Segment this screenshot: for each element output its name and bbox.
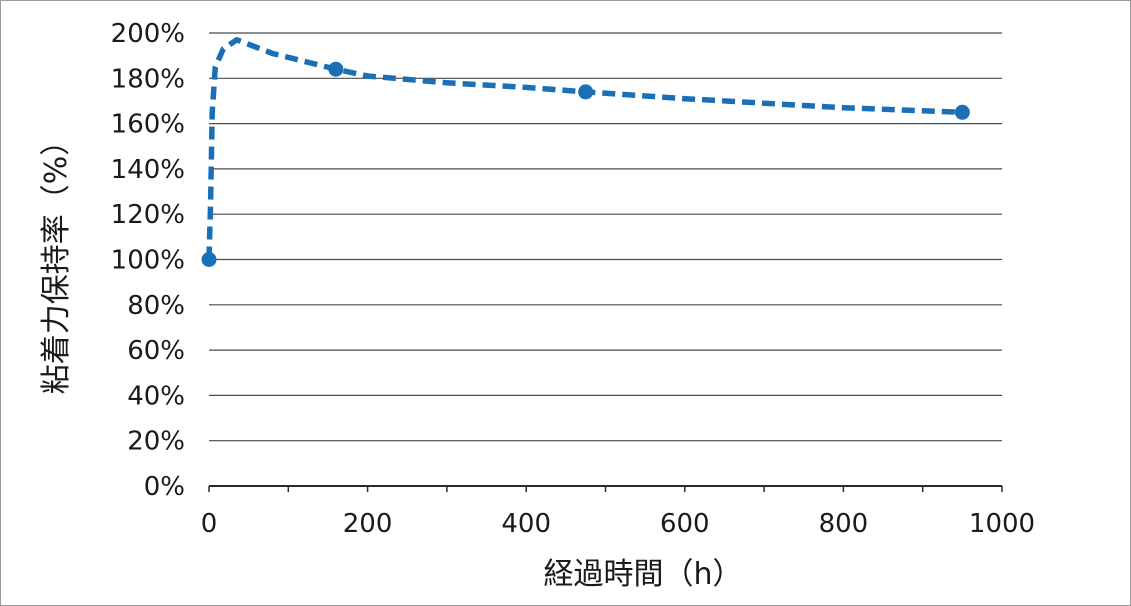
y-tick-label: 40% — [127, 381, 185, 411]
y-tick-label: 160% — [111, 110, 185, 140]
x-tick-label: 0 — [201, 509, 218, 539]
y-tick-label: 120% — [111, 200, 185, 230]
y-tick-label: 100% — [111, 246, 185, 276]
y-tick-label: 60% — [127, 336, 185, 366]
x-axis-title: 経過時間（h） — [543, 557, 742, 592]
y-tick-labels: 0% 20% 40% 60% 80% 100% 120% 140% 160% 180% 200% — [111, 19, 185, 502]
gridlines — [209, 32, 1002, 442]
x-tick-label: 600 — [660, 509, 710, 539]
y-tick-label: 180% — [111, 64, 185, 94]
x-tick-label: 1000 — [969, 509, 1035, 539]
data-point — [954, 104, 970, 120]
x-tick-label: 200 — [343, 509, 393, 539]
x-tick-label: 800 — [819, 509, 869, 539]
x-tick-labels: 0 200 400 600 800 1000 — [201, 509, 1035, 539]
x-tick-label: 400 — [501, 509, 551, 539]
y-tick-label: 140% — [111, 155, 185, 185]
series-line — [206, 37, 963, 260]
y-tick-label: 80% — [127, 291, 185, 321]
y-tick-label: 20% — [127, 427, 185, 457]
data-point — [201, 252, 217, 267]
y-tick-label: 200% — [111, 19, 185, 49]
data-point — [578, 84, 594, 100]
data-point — [328, 61, 344, 77]
series — [201, 37, 970, 267]
y-tick-label: 0% — [144, 472, 185, 502]
x-axis — [208, 485, 1003, 492]
y-axis-title: 粘着力保持率（%） — [39, 126, 74, 395]
